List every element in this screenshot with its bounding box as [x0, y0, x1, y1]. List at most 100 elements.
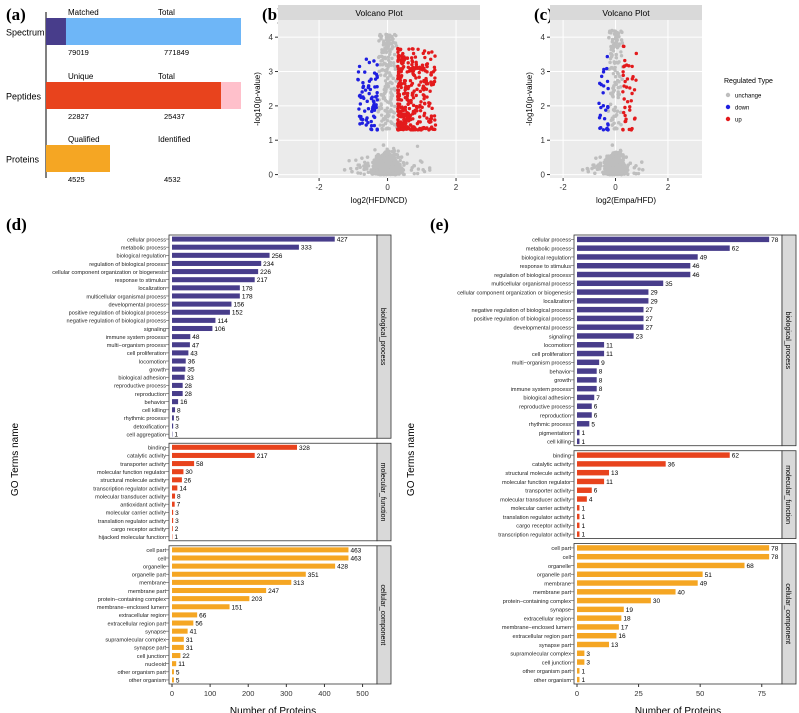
point-unchange	[385, 127, 389, 131]
point-unchange	[392, 111, 397, 115]
bar-value: 3	[586, 651, 590, 658]
term-label: structural molecule activity	[100, 478, 166, 484]
bar-value: 28	[185, 383, 193, 390]
bar	[577, 438, 580, 445]
point-unchange	[358, 165, 362, 169]
point-unchange	[381, 50, 386, 55]
point-up	[425, 70, 429, 74]
point-up	[427, 119, 431, 124]
bar	[577, 412, 592, 418]
bar-value: 463	[350, 547, 361, 554]
y-axis-label: GO Terms name	[10, 422, 21, 496]
point-unchange	[376, 110, 380, 114]
bar-value: 3	[586, 660, 590, 667]
point-up	[406, 102, 410, 106]
point-unchange	[617, 121, 621, 125]
point-unchange	[386, 45, 390, 50]
point-up	[400, 105, 404, 109]
term-label: immune system process	[511, 387, 572, 393]
point-up	[429, 57, 433, 61]
point-up	[407, 106, 412, 111]
bar-value: 14	[179, 485, 187, 492]
term-label: cell	[563, 555, 571, 561]
bar	[577, 469, 610, 476]
bar-value: 13	[611, 470, 619, 477]
bar-value: 78	[771, 554, 779, 561]
bar-value: 8	[599, 369, 603, 376]
point-down	[601, 70, 606, 74]
point-unchange	[412, 164, 416, 168]
point-unchange	[395, 153, 400, 157]
point-up	[401, 64, 406, 69]
x-axis-label: Number of Proteins	[635, 706, 721, 713]
y-tick-label: 1	[269, 136, 274, 145]
point-unchange	[378, 123, 382, 127]
points-down	[356, 57, 379, 132]
point-unchange	[389, 35, 393, 39]
point-up	[407, 47, 411, 51]
bar	[577, 421, 590, 427]
point-unchange	[390, 56, 394, 61]
point-up	[428, 89, 432, 93]
point-up	[418, 103, 422, 108]
term-label: biological regulation	[117, 254, 166, 260]
right-title: Total	[158, 8, 175, 17]
bar-value: 13	[611, 642, 619, 649]
bar	[172, 415, 174, 421]
point-up	[418, 115, 422, 119]
panel-label-d: (d)	[6, 215, 27, 234]
point-up	[396, 76, 400, 81]
point-unchange	[363, 163, 368, 167]
bar	[577, 245, 730, 251]
term-label: pigmentation	[539, 431, 571, 437]
point-unchange	[614, 42, 618, 47]
point-up	[628, 108, 632, 112]
point-unchange	[373, 148, 377, 152]
point-up	[411, 51, 416, 56]
facet-strip-label: cellular_component	[784, 583, 791, 644]
bar	[172, 501, 175, 507]
bar-value: 8	[599, 386, 603, 393]
point-up	[398, 78, 403, 83]
point-unchange	[393, 104, 397, 109]
point-down	[374, 103, 378, 107]
bar	[577, 597, 651, 604]
bar	[577, 589, 676, 595]
point-unchange	[389, 96, 393, 101]
point-unchange	[378, 32, 382, 37]
term-label: developmental process	[513, 325, 571, 331]
point-unchange	[381, 143, 386, 147]
term-label: response to stimulus	[115, 278, 167, 284]
point-unchange	[594, 156, 598, 160]
point-up	[629, 99, 633, 103]
point-unchange	[391, 115, 395, 119]
panel-label-a: (a)	[6, 5, 26, 24]
point-up	[416, 66, 420, 70]
bar	[577, 571, 703, 577]
point-unchange	[365, 155, 370, 159]
point-down	[375, 90, 379, 95]
term-label: extracellular region part	[108, 621, 167, 627]
point-down	[599, 105, 603, 110]
x-axis-label: log2(Empa/HFD)	[596, 196, 656, 205]
point-up	[396, 54, 401, 59]
term-label: cell killing	[547, 440, 571, 446]
point-up	[403, 81, 407, 86]
point-down	[602, 67, 606, 72]
point-unchange	[366, 164, 371, 168]
facet-strip-label: molecular_function	[784, 465, 791, 524]
point-up	[425, 95, 429, 99]
term-label: molecular carrier activity	[511, 506, 572, 512]
term-label: signaling	[549, 334, 571, 340]
bar-value: 11	[606, 351, 613, 358]
bar-value: 16	[180, 399, 188, 406]
term-label: transporter activity	[120, 462, 166, 468]
point-unchange	[355, 166, 359, 171]
point-up	[397, 114, 401, 118]
point-up	[425, 116, 429, 120]
point-unchange	[362, 172, 366, 176]
point-unchange	[391, 76, 395, 81]
point-up	[399, 109, 403, 114]
point-unchange	[392, 86, 396, 91]
point-up	[429, 125, 434, 129]
